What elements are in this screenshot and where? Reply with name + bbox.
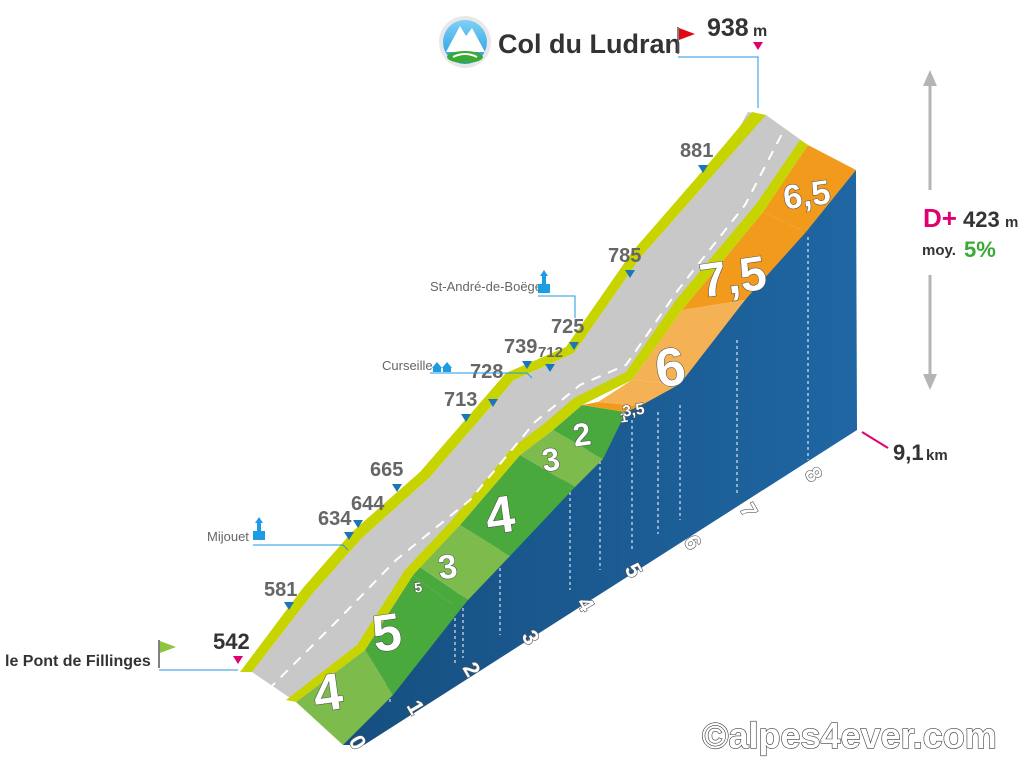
altitude-label: 665	[370, 459, 403, 481]
town-st-andre: St-André-de-Boëge	[430, 270, 576, 318]
road-surface	[252, 112, 808, 702]
distance-value: 9,1	[893, 440, 924, 465]
road-verge-left	[240, 112, 766, 672]
gradient-segment	[632, 300, 745, 384]
gain-label: D+	[923, 203, 957, 233]
altitude-label: 713	[444, 389, 477, 411]
gradient-label: 5	[413, 579, 423, 596]
summit-leader-line	[678, 56, 759, 108]
gradient-label: 6	[651, 336, 689, 400]
village-icon	[432, 362, 452, 372]
gradient-label: 1	[619, 409, 629, 426]
avg-label: moy.	[922, 242, 956, 259]
altitude-markers: 581 634 644 665 713 728 739 712 725 785 …	[264, 140, 713, 610]
km-label: 8	[800, 463, 828, 486]
gradient-segment	[296, 650, 393, 745]
vertical-arrow-icon	[923, 70, 937, 390]
town-leader-line	[538, 295, 576, 318]
gradient-label: 6,5	[781, 173, 833, 217]
gradient-label: 7,5	[696, 247, 769, 309]
gradient-label: 2	[570, 415, 593, 453]
altitude-label: 634	[318, 508, 352, 530]
altitude-marker-icon	[461, 414, 471, 422]
altitude-marker-icon	[344, 532, 354, 540]
gradient-segment	[413, 567, 468, 610]
gradient-segment	[598, 380, 680, 406]
start-name: le Pont de Fillinges	[5, 653, 151, 670]
altitude-label: 581	[264, 579, 297, 601]
gradient-segment	[682, 212, 806, 310]
town-leader-line	[253, 544, 349, 551]
town-label: Mijouet	[207, 529, 249, 544]
altitude-marker-icon	[698, 165, 708, 173]
summit-header: Col du Ludran 938 m	[439, 14, 767, 108]
church-icon	[253, 517, 265, 540]
altitude-marker-icon	[545, 364, 555, 372]
town-label: St-André-de-Boëge	[430, 279, 542, 294]
church-icon	[538, 270, 550, 293]
town-curseille: Curseille	[382, 358, 533, 379]
gradient-segment	[763, 145, 856, 232]
altitude-label: 785	[608, 245, 641, 267]
town-label: Curseille	[382, 358, 433, 373]
gain-value: 423	[963, 207, 1000, 232]
start-marker: le Pont de Fillinges 542	[5, 629, 250, 671]
town-leader-line	[430, 372, 533, 379]
gradient-segment	[460, 455, 575, 556]
summit-altitude: 938	[707, 14, 749, 42]
altitude-label: 725	[551, 316, 584, 338]
gradient-segment	[582, 402, 640, 412]
town-mijouet: Mijouet	[207, 517, 349, 551]
altitude-label: 712	[538, 344, 563, 361]
gain-unit: m	[1005, 214, 1018, 231]
altitude-marker-icon	[522, 361, 532, 369]
altitude-label: 739	[504, 336, 537, 358]
mountain-logo-icon	[439, 16, 491, 68]
gradient-label: 3	[539, 441, 562, 479]
altitude-marker-icon	[753, 42, 763, 50]
stats-panel: D+ 423 m moy. 5%	[922, 70, 1018, 390]
distance-unit: km	[926, 447, 948, 464]
altitude-label: 881	[680, 140, 713, 162]
flag-icon	[677, 27, 695, 54]
gradient-segment	[365, 575, 460, 695]
distance-marker: 9,1 km	[861, 431, 948, 465]
start-altitude: 542	[213, 629, 250, 654]
gradient-segment	[520, 430, 603, 487]
altitude-label: 728	[470, 361, 503, 383]
road-verge-right	[286, 140, 808, 702]
gradient-segment	[553, 405, 626, 459]
altitude-marker-icon	[569, 342, 579, 350]
summit-name: Col du Ludran	[498, 29, 681, 59]
copyright-text: ©alpes4ever.com	[702, 715, 997, 756]
flag-icon	[158, 640, 176, 668]
avg-value: 5%	[964, 237, 996, 262]
altitude-label: 644	[351, 493, 385, 515]
gradient-segment	[420, 525, 510, 600]
altitude-marker-icon	[392, 484, 402, 492]
altitude-marker-icon	[233, 656, 243, 664]
altitude-marker-icon	[284, 602, 294, 610]
road-center-line	[267, 127, 786, 691]
gradient-strip	[296, 145, 856, 745]
gradient-label: 3,5	[621, 401, 645, 421]
summit-unit: m	[753, 23, 767, 40]
altitude-marker-icon	[353, 520, 363, 528]
altitude-marker-icon	[625, 270, 635, 278]
altitude-marker-icon	[488, 399, 498, 407]
